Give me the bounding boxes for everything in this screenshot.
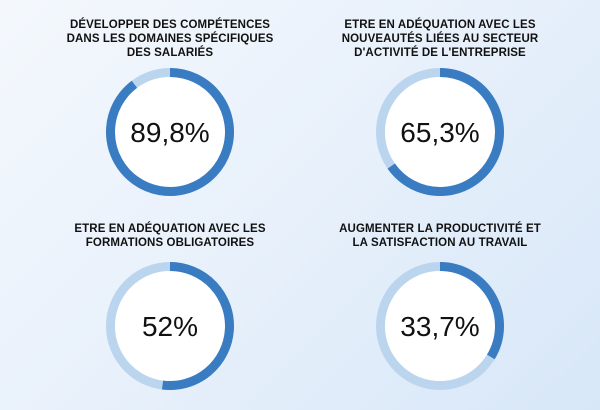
donut-progress-arc — [106, 68, 234, 196]
donut-chart: 89,8% — [106, 68, 234, 196]
donut-progress-arc — [161, 262, 234, 390]
chart-panel-1: DÉVELOPPER DES COMPÉTENCES DANS LES DOMA… — [20, 0, 320, 205]
chart-title: DÉVELOPPER DES COMPÉTENCES DANS LES DOMA… — [66, 19, 274, 59]
chart-title: AUGMENTER LA PRODUCTIVITÉ ET LA SATISFAC… — [339, 223, 541, 249]
donut-chart: 33,7% — [376, 262, 504, 390]
donut-progress-arc — [387, 68, 504, 196]
donut-chart: 65,3% — [376, 68, 504, 196]
donut-value-label: 65,3% — [400, 117, 479, 148]
donut-center — [115, 77, 225, 187]
donut-value-label: 52% — [142, 311, 198, 342]
chart-panel-2: ETRE EN ADÉQUATION AVEC LES NOUVEAUTÉS L… — [290, 0, 590, 205]
donut-center — [385, 77, 495, 187]
chart-title: ETRE EN ADÉQUATION AVEC LES NOUVEAUTÉS L… — [341, 19, 539, 59]
donut-value-label: 89,8% — [130, 117, 209, 148]
chart-panel-4: AUGMENTER LA PRODUCTIVITÉ ET LA SATISFAC… — [290, 205, 590, 410]
donut-progress-arc — [439, 262, 504, 360]
donut-value-label: 33,7% — [400, 311, 479, 342]
chart-title: ETRE EN ADÉQUATION AVEC LES FORMATIONS O… — [74, 223, 266, 249]
donut-center — [385, 271, 495, 381]
donut-chart: 52% — [106, 262, 234, 390]
donut-center — [115, 271, 225, 381]
chart-panel-3: ETRE EN ADÉQUATION AVEC LES FORMATIONS O… — [20, 205, 320, 410]
